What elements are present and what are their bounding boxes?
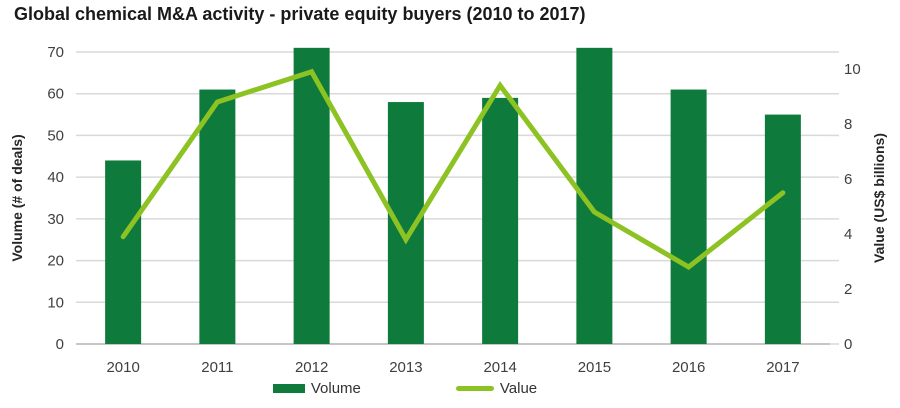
x-axis-label-2016: 2016 [672,359,705,376]
right-axis-tick-label: 10 [844,61,861,78]
x-axis-label-2011: 2011 [201,359,233,376]
right-axis-tick-label: 6 [844,171,852,188]
bar-2011 [199,89,236,345]
left-axis-title: Volume (# of deals) [9,134,25,261]
bar-2017 [764,114,801,344]
left-axis-tick-label: 40 [47,169,64,186]
x-axis-label-2012: 2012 [295,359,328,376]
volume-bar-swatch-icon [272,384,305,393]
x-axis-label-2014: 2014 [483,359,516,376]
legend-label-value: Value [499,380,538,397]
left-axis-tick-label: 70 [47,44,64,61]
left-axis-tick-label: 50 [47,127,64,144]
value-line [120,68,786,271]
right-axis-tick-label: 8 [844,116,852,133]
right-axis-tick-label: 2 [844,281,852,298]
right-axis-tick-label: 0 [844,336,852,353]
left-axis-tick-label: 0 [56,336,64,353]
legend-label-volume: Volume [310,380,361,397]
bar-2010 [105,160,142,344]
x-axis-label-2013: 2013 [389,359,422,376]
left-axis-tick-label: 60 [47,86,64,103]
value-line-swatch-icon [455,386,494,391]
x-axis-label-2015: 2015 [578,359,611,376]
legend-item-value: Value [455,380,538,397]
x-axis-label-2017: 2017 [766,359,799,376]
bar-2014 [482,97,519,344]
left-axis-tick-label: 20 [47,253,64,270]
legend-item-volume: Volume [272,380,361,397]
chart-title: Global chemical M&A activity - private e… [14,4,586,24]
bar-2016 [670,89,707,345]
x-axis-label-2010: 2010 [106,359,139,376]
legend: Volume Value [0,380,810,397]
left-axis-tick-label: 30 [47,211,64,228]
right-axis-title: Value (US$ billions) [871,133,887,263]
left-axis-tick-label: 10 [47,294,64,311]
right-axis-tick-label: 4 [844,226,852,243]
